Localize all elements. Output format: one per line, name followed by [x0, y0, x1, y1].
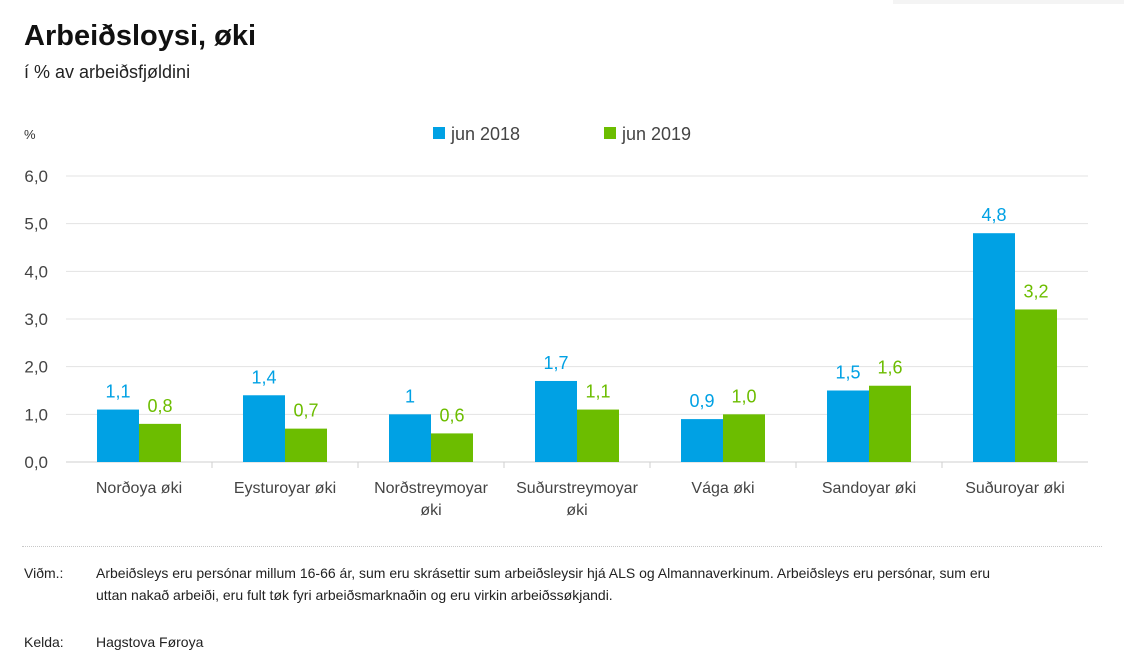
remark-line-2: uttan nakað arbeiði, eru fult tøk fyri a…: [96, 587, 613, 603]
x-category-label: øki: [420, 502, 441, 519]
data-label-2: 0,6: [439, 405, 464, 425]
legend-label-1: jun 2018: [450, 124, 520, 144]
bar-2: [869, 385, 911, 462]
y-tick-label: 1,0: [24, 405, 48, 424]
data-label-1: 0,9: [689, 391, 714, 411]
notes-divider: [22, 546, 1102, 547]
x-category-label: Sandoyar øki: [822, 480, 916, 497]
data-label-2: 1,1: [585, 382, 610, 402]
source-label: Kelda:: [24, 634, 64, 650]
remark-text: Arbeiðsleys eru persónar millum 16-66 ár…: [96, 562, 1081, 606]
bar-1: [389, 414, 431, 462]
y-tick-label: 5,0: [24, 215, 48, 234]
x-category-label: Suðurstreymoyar: [516, 480, 638, 497]
remark-label: Viðm.:: [24, 565, 64, 581]
bar-1: [243, 395, 285, 462]
x-category-label: øki: [566, 502, 587, 519]
x-category-label: Vága øki: [691, 480, 754, 497]
y-tick-label: 2,0: [24, 358, 48, 377]
x-category-label: Suðuroyar øki: [965, 480, 1065, 497]
legend-swatch-2: [604, 127, 616, 139]
data-label-2: 1,6: [877, 358, 902, 378]
x-category-label: Norðoya øki: [96, 480, 182, 497]
data-label-1: 1,4: [251, 367, 276, 387]
data-label-1: 1: [405, 386, 415, 406]
legend-swatch-1: [433, 127, 445, 139]
y-tick-label: 6,0: [24, 167, 48, 186]
bar-1: [973, 233, 1015, 462]
x-category-label: Eysturoyar øki: [234, 480, 336, 497]
data-label-1: 4,8: [981, 205, 1006, 225]
bar-1: [827, 390, 869, 462]
bar-2: [723, 414, 765, 462]
top-decoration-bar: [893, 0, 1124, 4]
bar-1: [681, 419, 723, 462]
chart-subtitle: í % av arbeiðsfjøldini: [24, 62, 191, 82]
bar-2: [577, 409, 619, 462]
bar-1: [97, 409, 139, 462]
data-label-2: 0,8: [147, 396, 172, 416]
bar-2: [1015, 309, 1057, 462]
data-label-2: 3,2: [1023, 281, 1048, 301]
y-axis-unit-label: %: [24, 127, 36, 142]
legend-label-2: jun 2019: [621, 124, 691, 144]
data-label-2: 0,7: [293, 401, 318, 421]
data-label-1: 1,1: [105, 382, 130, 402]
bar-2: [285, 428, 327, 462]
y-tick-label: 3,0: [24, 310, 48, 329]
data-label-1: 1,5: [835, 363, 860, 383]
bar-2: [431, 433, 473, 462]
remark-line-1: Arbeiðsleys eru persónar millum 16-66 ár…: [96, 565, 991, 581]
bar-2: [139, 423, 181, 462]
bar-chart: % 0,0 1,0 2,0 3,0 4,0 5,0 6,0 jun 2018 jun 2019 1,…: [24, 124, 1088, 519]
source-text: Hagstova Føroya: [96, 634, 204, 650]
y-tick-label: 0,0: [24, 453, 48, 472]
y-tick-label: 4,0: [24, 262, 48, 281]
x-category-label: Norðstreymoyar: [374, 480, 488, 497]
bar-1: [535, 380, 577, 462]
data-label-1: 1,7: [543, 353, 568, 373]
data-label-2: 1,0: [731, 386, 756, 406]
chart-title: Arbeiðsloysi, øki: [24, 20, 257, 52]
